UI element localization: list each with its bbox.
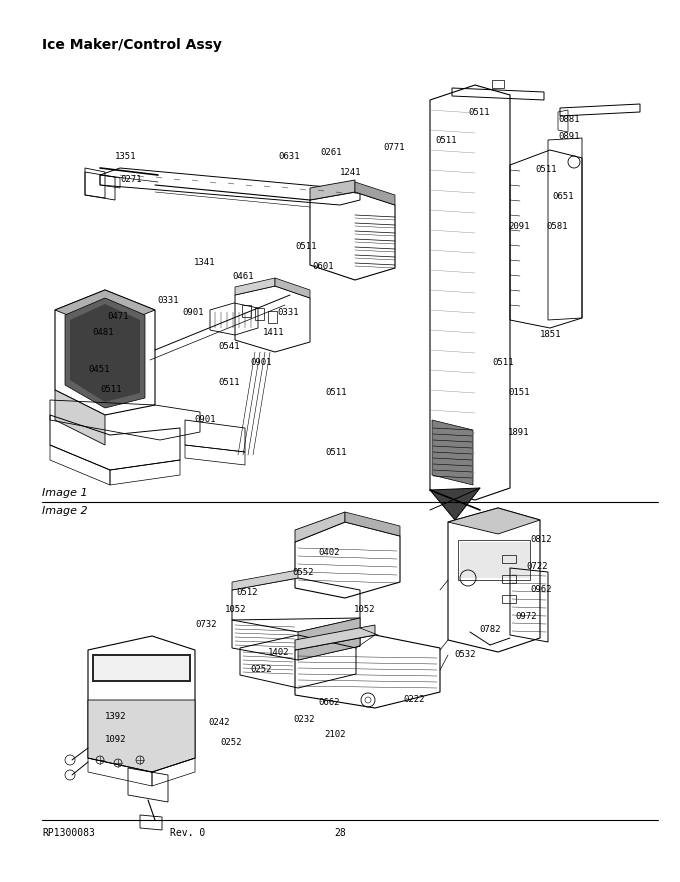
Text: 0581: 0581 <box>546 222 568 231</box>
Text: 2102: 2102 <box>324 730 345 739</box>
Text: 28: 28 <box>334 828 346 838</box>
Text: 1411: 1411 <box>263 328 284 337</box>
Polygon shape <box>55 290 155 330</box>
Text: 0331: 0331 <box>157 296 178 305</box>
Text: 0242: 0242 <box>208 718 230 727</box>
Polygon shape <box>355 182 395 205</box>
Text: 0512: 0512 <box>236 588 258 597</box>
Text: 0631: 0631 <box>278 152 299 161</box>
Text: 0962: 0962 <box>530 585 551 594</box>
Text: 1851: 1851 <box>540 330 562 339</box>
Polygon shape <box>432 420 473 485</box>
Text: Rev. 0: Rev. 0 <box>170 828 205 838</box>
Bar <box>458 540 530 580</box>
Bar <box>502 595 516 603</box>
Text: 0331: 0331 <box>277 308 299 317</box>
Text: 0651: 0651 <box>552 192 573 201</box>
Text: 1092: 1092 <box>105 735 126 744</box>
Text: 1341: 1341 <box>194 258 216 267</box>
Text: 1392: 1392 <box>105 712 126 721</box>
Text: 0252: 0252 <box>220 738 241 747</box>
Text: 0232: 0232 <box>293 715 314 724</box>
Text: 0511: 0511 <box>218 378 239 387</box>
Text: 0451: 0451 <box>88 365 109 374</box>
Bar <box>242 305 251 317</box>
Polygon shape <box>448 508 540 534</box>
Text: 0901: 0901 <box>182 308 203 317</box>
Text: 0511: 0511 <box>535 165 556 174</box>
Text: 0972: 0972 <box>515 612 537 621</box>
Text: 0662: 0662 <box>318 698 339 707</box>
Text: 1891: 1891 <box>508 428 530 437</box>
Text: 0881: 0881 <box>558 115 579 124</box>
Text: 0552: 0552 <box>292 568 313 577</box>
Text: Image 2: Image 2 <box>42 506 88 516</box>
Polygon shape <box>235 278 275 295</box>
Text: 0771: 0771 <box>383 143 405 152</box>
Text: 0812: 0812 <box>530 535 551 544</box>
Text: 0511: 0511 <box>492 358 513 367</box>
Polygon shape <box>430 488 480 520</box>
Text: 1351: 1351 <box>115 152 137 161</box>
Text: 0901: 0901 <box>250 358 271 367</box>
Text: 0511: 0511 <box>295 242 316 251</box>
Text: 0252: 0252 <box>250 665 271 674</box>
Text: 0732: 0732 <box>195 620 216 629</box>
Text: 1241: 1241 <box>340 168 362 177</box>
Text: 0511: 0511 <box>468 108 490 117</box>
Text: 0481: 0481 <box>92 328 114 337</box>
Bar <box>94 656 189 680</box>
Text: 0461: 0461 <box>232 272 254 281</box>
Text: 0271: 0271 <box>120 175 141 184</box>
Text: 0541: 0541 <box>218 342 239 351</box>
Text: 0151: 0151 <box>508 388 530 397</box>
Polygon shape <box>70 304 140 402</box>
Text: Ice Maker/Control Assy: Ice Maker/Control Assy <box>42 38 222 52</box>
Text: 0722: 0722 <box>526 562 547 571</box>
Polygon shape <box>232 570 298 590</box>
Bar <box>502 555 516 563</box>
Polygon shape <box>295 512 345 542</box>
Text: 1052: 1052 <box>225 605 246 614</box>
Text: 0901: 0901 <box>194 415 216 424</box>
Polygon shape <box>275 278 310 298</box>
Bar <box>92 654 191 682</box>
Bar <box>502 575 516 583</box>
Bar <box>268 311 277 323</box>
Polygon shape <box>65 298 145 408</box>
Polygon shape <box>88 700 195 772</box>
Text: 0261: 0261 <box>320 148 341 157</box>
Polygon shape <box>345 512 400 536</box>
Text: RP1300083: RP1300083 <box>42 828 95 838</box>
Text: 0782: 0782 <box>479 625 500 634</box>
Text: 0511: 0511 <box>325 388 347 397</box>
Text: 0532: 0532 <box>454 650 475 659</box>
Text: Image 1: Image 1 <box>42 488 88 498</box>
Polygon shape <box>310 180 355 200</box>
Polygon shape <box>55 390 105 445</box>
Text: 0222: 0222 <box>403 695 424 704</box>
Text: 0891: 0891 <box>558 132 579 141</box>
Polygon shape <box>295 625 375 650</box>
Text: 0402: 0402 <box>318 548 339 557</box>
Text: 0511: 0511 <box>100 385 122 394</box>
Text: 2091: 2091 <box>508 222 530 231</box>
Polygon shape <box>460 542 530 578</box>
Polygon shape <box>298 618 360 660</box>
Text: 1402: 1402 <box>268 648 290 657</box>
Text: 1052: 1052 <box>354 605 375 614</box>
Text: 0511: 0511 <box>435 136 456 145</box>
Text: 0471: 0471 <box>107 312 129 321</box>
Text: 0511: 0511 <box>325 448 347 457</box>
Bar <box>255 308 264 320</box>
Text: 0601: 0601 <box>312 262 333 271</box>
